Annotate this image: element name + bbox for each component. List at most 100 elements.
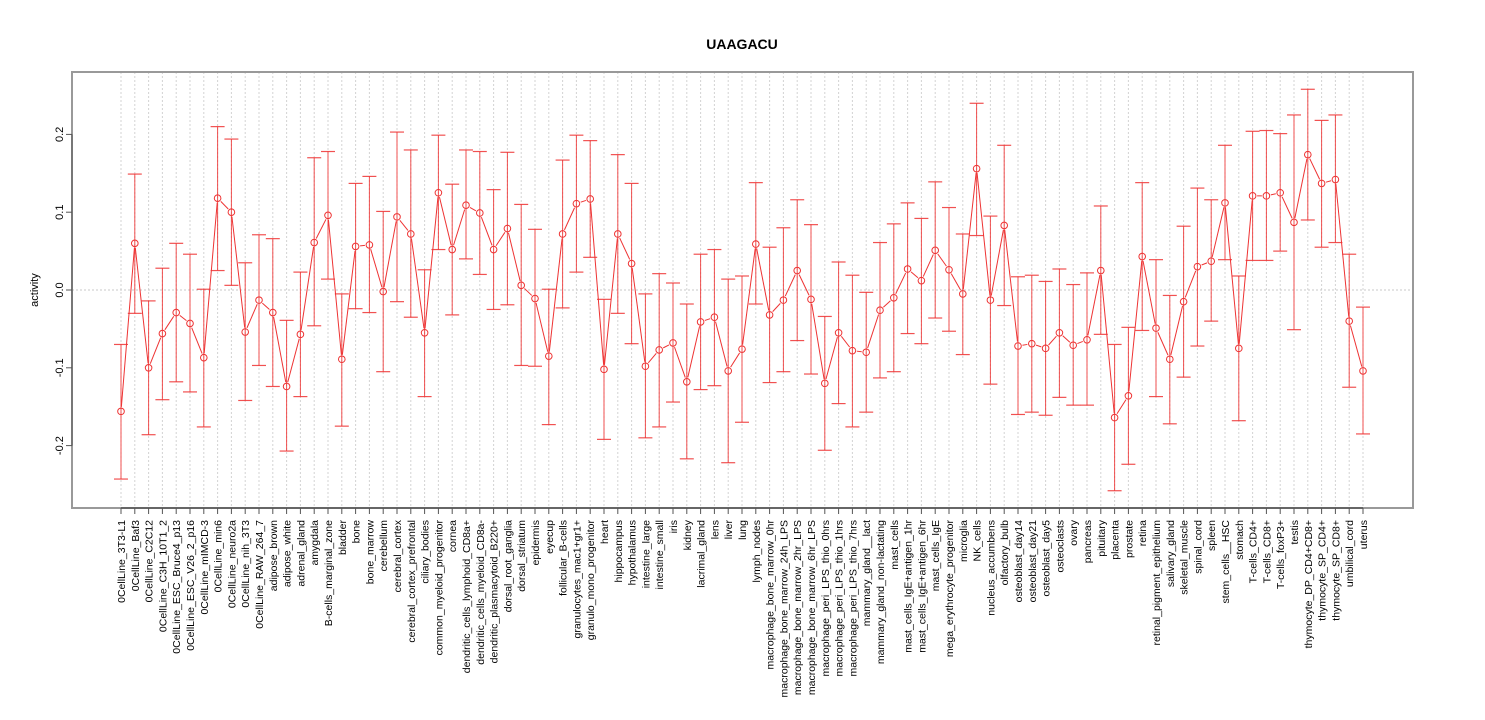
data-point [117,407,125,416]
data-point [241,328,249,336]
data-point [131,239,139,248]
data-point [669,339,677,347]
data-point [1110,413,1119,422]
series-line-segment [910,271,919,279]
x-tick-label: mammary_gland__lact [861,520,873,626]
data-point [1000,221,1009,230]
series-line-segment [619,237,631,260]
series-line-segment [453,209,466,246]
data-point [1276,188,1284,197]
x-tick-label: lymph_nodes [751,520,763,582]
data-point [848,346,857,355]
x-tick-label: dendritic_cells_myeloid_CD8a- [475,519,487,664]
series-line-segment [1157,332,1169,356]
x-tick-label: ciliary_bodies [420,520,432,584]
data-point [821,379,829,388]
data-point [876,306,884,315]
data-point [655,346,664,354]
data-point [600,365,608,374]
x-tick-label: macrophage_bone_marrow_6hr_LPS [806,520,818,695]
x-tick-label: macrophage_bone_marrow_24h_LPS [778,520,790,697]
data-point [172,308,180,317]
series-line-segment [548,238,563,352]
series-line-segment [1270,193,1276,196]
series-group [114,88,1370,492]
x-tick-label: T-cells_foxP3+ [1275,520,1287,589]
x-tick-label: cerebellum [378,520,390,572]
y-tick-label: -0.1 [54,358,66,377]
x-tick-label: retina [1137,520,1149,546]
series-line-segment [950,273,961,291]
data-point [420,328,429,337]
data-point [558,230,567,238]
series-line-segment [922,254,934,277]
data-point [1179,297,1188,306]
series-line-segment [1184,270,1197,298]
series-line-segment [149,337,162,364]
series-line-segment [469,206,477,212]
series-line-segment [1281,196,1293,219]
data-point [807,295,815,304]
x-tick-label: macrophage_bone_marrow_0hr [765,520,777,670]
series-line-segment [220,201,229,210]
series-line-segment [134,247,149,364]
x-tick-label: T-cells_CD8+ [1261,520,1273,583]
x-tick-label: dorsal_striatum [516,520,528,592]
x-tick-label: olfactory_bulb [999,520,1011,586]
x-tick-label: macrophage_peri_LPS_thio_7hrs [847,520,859,676]
data-point [641,362,650,371]
x-tick-label: common_myeloid_progenitor [433,520,445,656]
x-tick-label: follicular_B-cells [558,520,570,596]
x-tick-label: adrenal_gland [295,520,307,587]
x-tick-label: granulo_mono_progenitor [585,520,597,641]
data-point [862,348,871,357]
series-line-segment [300,246,315,330]
series-line-segment [730,352,741,368]
x-tick-label: stem_cells__HSC [1220,520,1232,604]
x-tick-label: intestine_large [640,520,652,588]
series-line-segment [1335,183,1350,317]
data-point [793,266,802,275]
series-line-segment [784,274,796,297]
data-point [144,364,153,372]
series-line-segment [424,197,439,329]
data-point [945,265,953,274]
x-tick-label: osteoblast_day5 [1041,520,1053,597]
x-tick-label: iris [668,520,680,533]
series-line-segment [772,303,781,312]
series-line-segment [1128,260,1143,392]
series-line-segment [1309,158,1321,180]
x-tick-label: heart [599,520,611,544]
x-tick-label: lacrimal_gland [696,520,708,588]
x-tick-label: hippocampus [613,520,625,582]
series-line-segment [687,326,701,378]
data-point [255,296,263,304]
x-tick-label: placenta [1110,520,1122,560]
x-axis: 0CellLine_3T3-L1 0CellLine_Baf3 0CellLine_… [116,507,1370,697]
data-point [959,290,967,298]
x-tick-label: cornea [447,520,459,552]
data-point [710,313,719,322]
x-tick-label: salivary_gland [1165,520,1177,587]
series-line-segment [937,253,947,267]
x-tick-label: macrophage_peri_LPS_thio_0hrs [820,520,832,676]
x-tick-label: macrophage_bone_marrow_2hr_LPS [792,520,804,695]
data-point [489,245,498,254]
series-line-segment [883,300,891,308]
series-line-segment [341,250,356,355]
x-tick-label: amygdala [309,520,321,566]
data-point [1124,392,1133,400]
series-line-segment [867,314,880,349]
series-line-segment [1238,200,1253,344]
data-point [1166,355,1174,364]
x-tick-label: pituitary [1096,519,1108,557]
data-point [1097,266,1105,275]
data-point [186,319,194,328]
series-line-segment [524,288,533,296]
chart-title: UAAGACU [706,36,778,52]
x-tick-label: lung [737,520,749,540]
data-point [1055,328,1064,337]
x-tick-label: thymocyte_DP_CD4+CD8+ [1303,520,1315,648]
data-point [972,164,981,173]
series-line-segment [1201,262,1208,266]
